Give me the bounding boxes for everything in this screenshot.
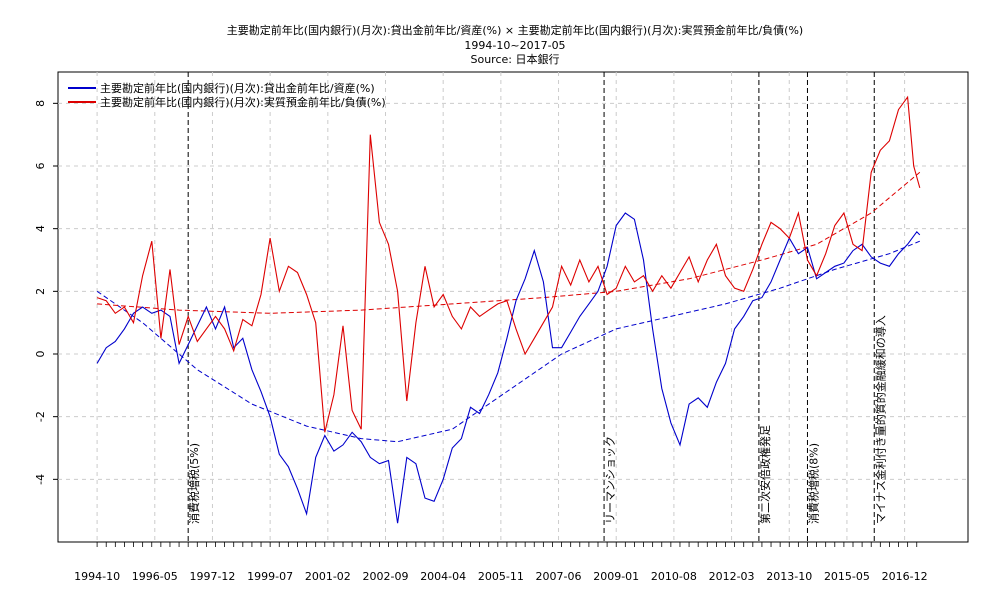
- x-tick-label: 2013-10: [766, 570, 812, 583]
- chart-source: Source: 日本銀行: [471, 52, 560, 66]
- event-lines-layer: 消費税増税(5%) リーマンショック 第二次安倍政権発足 消費税増税(8%) マイナス金…: [187, 72, 887, 542]
- series-line-deposits: [97, 97, 920, 432]
- y-tick-label: 4: [34, 225, 47, 232]
- y-tick-label: 6: [34, 163, 47, 170]
- event-label: 第二次安倍政権発足: [758, 425, 772, 524]
- y-tick-label: -2: [34, 411, 47, 422]
- y-tick-label: 2: [34, 288, 47, 295]
- x-tick-label: 1994-10: [74, 570, 120, 583]
- x-tick-label: 1997-12: [189, 570, 235, 583]
- x-tick-label: 2007-06: [536, 570, 582, 583]
- chart-subtitle: 1994-10~2017-05: [464, 39, 565, 52]
- chart-title-group: 主要勘定前年比(国内銀行)(月次):貸出金前年比/資産(%) × 主要勘定前年比…: [227, 23, 803, 66]
- x-tick-label: 2005-11: [478, 570, 524, 583]
- x-tick-label: 2004-04: [420, 570, 466, 583]
- legend-label-deposits: 主要勘定前年比(国内銀行)(月次):実質預金前年比/負債(%): [100, 95, 386, 109]
- trend-line-loans: [97, 241, 920, 442]
- event-label: 消費税増税(5%): [187, 443, 201, 524]
- legend-label-loans: 主要勘定前年比(国内銀行)(月次):貸出金前年比/資産(%): [100, 81, 375, 95]
- chart-title: 主要勘定前年比(国内銀行)(月次):貸出金前年比/資産(%) × 主要勘定前年比…: [227, 23, 803, 37]
- event-label: 消費税増税(8%): [806, 443, 820, 524]
- event-label: リーマンショック: [604, 436, 617, 524]
- y-tick-label: -4: [34, 474, 47, 485]
- series-layer: [97, 97, 920, 523]
- x-tick-label: 2002-09: [363, 570, 409, 583]
- event-label: マイナス金利付き量的質的金融緩和の導入: [873, 315, 887, 524]
- x-tick-label: 2016-12: [882, 570, 928, 583]
- x-tick-label: 2015-05: [824, 570, 870, 583]
- y-tick-label: 0: [34, 351, 47, 358]
- x-tick-label: 2001-02: [305, 570, 351, 583]
- x-tick-label: 2009-01: [593, 570, 639, 583]
- trend-line-deposits: [97, 172, 920, 313]
- x-tick-label: 2010-08: [651, 570, 697, 583]
- chart-legend: 主要勘定前年比(国内銀行)(月次):貸出金前年比/資産(%) 主要勘定前年比(国…: [68, 81, 386, 109]
- x-tick-label: 1996-05: [132, 570, 178, 583]
- x-tick-label: 1999-07: [247, 570, 293, 583]
- axis-layer: -4 -2 0 2 4 6 8 1994-10 1996-05 1997-12 1999-07 200…: [34, 100, 928, 583]
- series-line-loans: [97, 213, 920, 523]
- x-tick-label: 2012-03: [709, 570, 755, 583]
- y-tick-label: 8: [34, 100, 47, 107]
